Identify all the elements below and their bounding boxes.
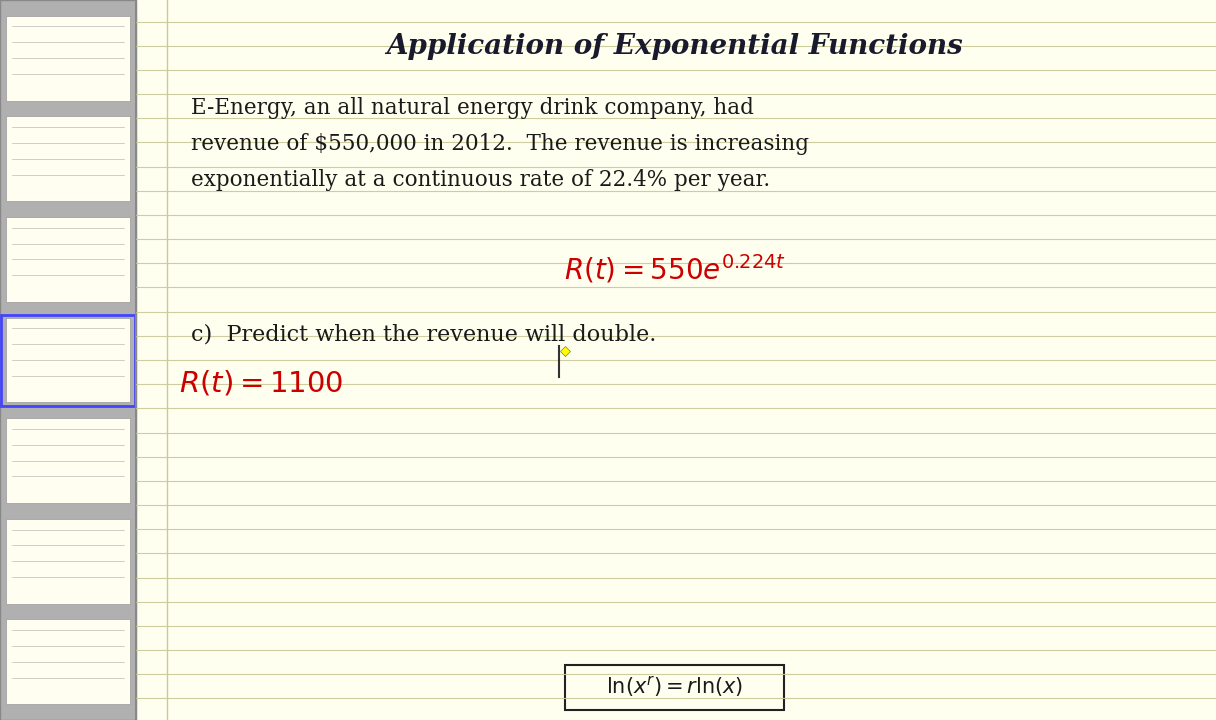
Bar — [6, 117, 130, 202]
Text: $\mathit{R(t) = 1100}$: $\mathit{R(t) = 1100}$ — [179, 369, 343, 397]
Text: $\mathit{R}(\mathit{t}) = 550e^{0.224\mathit{t}}$: $\mathit{R}(\mathit{t}) = 550e^{0.224\ma… — [564, 252, 786, 285]
Text: E-Energy, an all natural energy drink company, had
revenue of $550,000 in 2012. : E-Energy, an all natural energy drink co… — [191, 97, 809, 191]
Bar — [1, 315, 135, 406]
Text: Application of Exponential Functions: Application of Exponential Functions — [387, 33, 963, 60]
Bar — [6, 217, 130, 302]
Text: $\ln(x^r) = r\ln(x)$: $\ln(x^r) = r\ln(x)$ — [607, 675, 743, 700]
Bar — [6, 518, 130, 603]
Bar — [6, 619, 130, 704]
Text: c)  Predict when the revenue will double.: c) Predict when the revenue will double. — [191, 324, 657, 346]
Bar — [6, 418, 130, 503]
Bar — [6, 16, 130, 101]
Bar — [0, 0, 136, 720]
FancyBboxPatch shape — [565, 665, 784, 710]
Bar — [6, 318, 130, 402]
